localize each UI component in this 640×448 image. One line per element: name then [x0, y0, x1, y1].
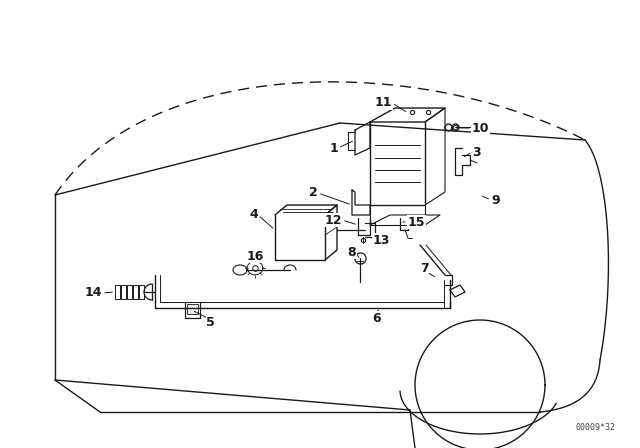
- Text: 5: 5: [206, 315, 215, 328]
- Text: 14: 14: [84, 287, 102, 300]
- Text: 10: 10: [472, 121, 490, 134]
- Text: 7: 7: [420, 262, 429, 275]
- Bar: [127, 285, 132, 299]
- Text: 13: 13: [372, 233, 390, 246]
- Bar: [115, 285, 120, 299]
- Text: 9: 9: [491, 194, 500, 207]
- Text: 12: 12: [324, 214, 342, 227]
- Text: 11: 11: [374, 96, 392, 109]
- Bar: [121, 285, 126, 299]
- Bar: [133, 285, 138, 299]
- Text: 2: 2: [309, 186, 318, 199]
- Text: 00009*32: 00009*32: [575, 423, 615, 432]
- Text: 8: 8: [348, 246, 356, 258]
- Bar: [187, 304, 198, 314]
- Text: 4: 4: [249, 208, 258, 221]
- Text: 3: 3: [472, 146, 481, 159]
- Text: 15: 15: [408, 215, 426, 228]
- Text: 6: 6: [372, 311, 381, 324]
- Bar: [139, 285, 144, 299]
- Text: 16: 16: [246, 250, 264, 263]
- Text: 1: 1: [329, 142, 338, 155]
